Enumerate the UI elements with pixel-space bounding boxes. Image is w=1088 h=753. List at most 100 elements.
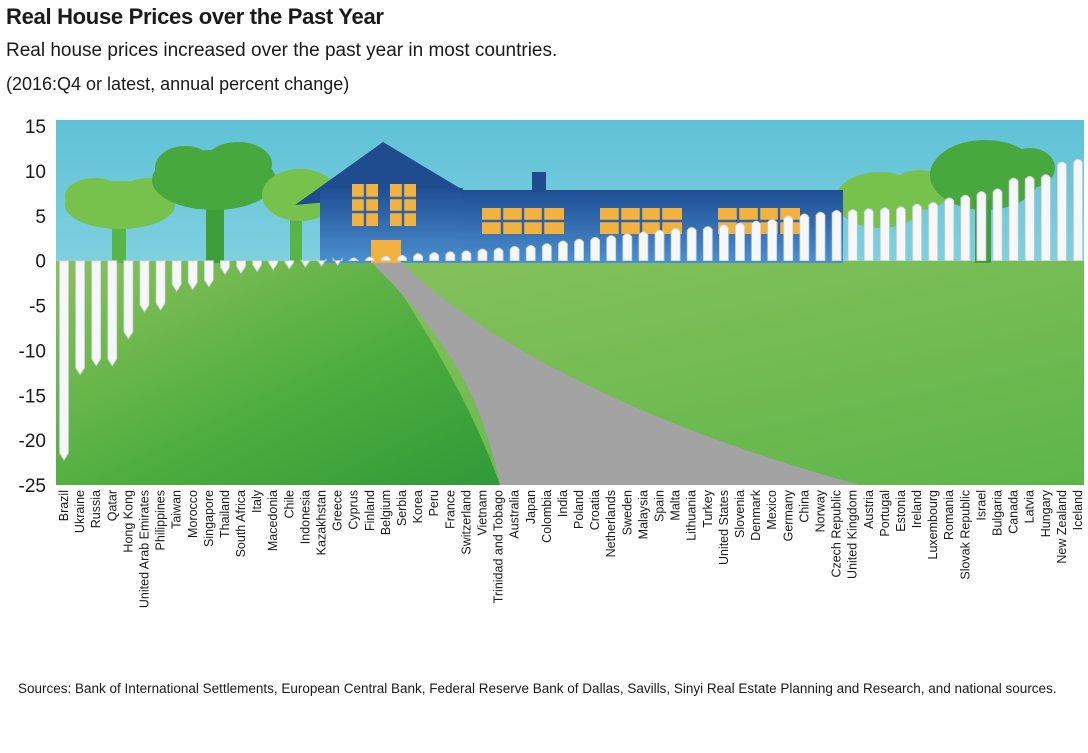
bar: [75, 260, 85, 376]
x-tick-label: South Africa: [234, 490, 248, 557]
x-tick-label: Hungary: [1039, 489, 1053, 537]
x-tick-label: Iceland: [1071, 490, 1085, 530]
x-tick-label: Malaysia: [636, 490, 650, 539]
bar: [1024, 175, 1035, 262]
bar: [912, 203, 922, 262]
bar: [847, 209, 858, 262]
x-axis: Brazil Ukraine Russia Qatar Hong Kong United …: [57, 489, 1085, 608]
bar: [831, 209, 842, 262]
bar: [59, 260, 69, 461]
x-tick-label: Norway: [813, 489, 827, 532]
x-tick-label: Cyprus: [347, 490, 361, 530]
x-tick-label: United Kingdom: [846, 490, 860, 579]
bar: [638, 231, 649, 262]
bar: [928, 201, 939, 262]
x-tick-label: Japan: [524, 490, 538, 524]
x-tick-label: Bulgaria: [991, 490, 1005, 536]
x-tick-label: Greece: [331, 490, 345, 531]
x-tick-label: Korea: [411, 490, 425, 523]
bar: [541, 243, 552, 262]
bar: [1057, 161, 1067, 262]
bar: [1008, 177, 1019, 262]
bar: [767, 218, 778, 262]
bar: [91, 260, 102, 367]
x-tick-label: Turkey: [701, 489, 715, 527]
chart-subtitle: Real house prices increased over the pas…: [6, 40, 558, 61]
bar: [284, 260, 295, 270]
bar: [413, 253, 423, 262]
x-tick-label: Ireland: [910, 490, 924, 528]
x-tick-label: Spain: [653, 490, 667, 522]
x-tick-label: United States: [717, 490, 731, 565]
x-tick-label: Estonia: [894, 490, 908, 532]
y-tick-label: 15: [25, 117, 46, 138]
x-tick-label: Belgium: [379, 490, 393, 535]
bar: [364, 256, 375, 262]
bar: [477, 248, 488, 262]
x-tick-label: Philippines: [154, 490, 168, 550]
x-tick-label: Slovak Republic: [958, 490, 972, 580]
y-tick-label: -10: [19, 341, 46, 362]
bar: [558, 240, 568, 262]
chart-title: Real House Prices over the Past Year: [6, 4, 384, 29]
grass-dark-hill: [56, 261, 500, 485]
bar: [670, 227, 681, 262]
x-tick-label: Qatar: [105, 490, 119, 521]
x-tick-label: Canada: [1007, 490, 1021, 534]
x-tick-label: India: [556, 490, 570, 517]
x-tick-label: New Zealand: [1055, 490, 1069, 564]
bar: [107, 260, 118, 367]
x-tick-label: Chile: [282, 490, 296, 519]
sources-note: Sources: Bank of International Settlemen…: [18, 681, 1057, 696]
x-tick-label: Australia: [508, 490, 522, 539]
bar: [348, 257, 359, 263]
x-tick-label: Singapore: [202, 490, 216, 547]
bar: [960, 194, 971, 262]
bar: [574, 238, 584, 262]
x-tick-label: Mexico: [765, 490, 779, 530]
bar: [654, 229, 665, 262]
y-tick-label: 0: [35, 252, 46, 273]
x-tick-label: Croatia: [588, 490, 602, 530]
x-tick-label: Netherlands: [604, 490, 618, 557]
x-tick-label: Taiwan: [170, 490, 184, 529]
bar: [187, 260, 198, 291]
bar: [702, 226, 713, 262]
x-tick-label: Trinidad and Tobago: [492, 490, 506, 603]
bar: [268, 260, 279, 271]
x-tick-label: France: [443, 490, 457, 529]
bar: [203, 260, 214, 288]
house: [295, 142, 843, 263]
x-tick-label: Morocco: [186, 490, 200, 538]
bar: [944, 197, 955, 262]
bar: [783, 215, 794, 262]
x-tick-label: Austria: [862, 490, 876, 529]
bar: [896, 206, 906, 262]
bar: [220, 260, 230, 276]
x-tick-label: Vietnam: [475, 490, 489, 536]
bar: [590, 236, 601, 262]
bar: [316, 257, 327, 267]
bar: [735, 222, 745, 262]
bar: [139, 260, 150, 313]
x-tick-label: Indonesia: [298, 490, 312, 544]
x-tick-label: Malta: [669, 490, 683, 521]
x-tick-label: Germany: [781, 489, 795, 541]
bar: [686, 227, 697, 262]
bar: [300, 258, 311, 268]
bar: [171, 260, 182, 293]
bar: [155, 260, 166, 311]
x-tick-label: Poland: [572, 490, 586, 529]
x-tick-label: Sweden: [620, 490, 634, 535]
bar: [1073, 158, 1083, 262]
bar: [606, 235, 617, 262]
x-tick-label: Czech Republic: [830, 490, 844, 578]
x-tick-label: Hong Kong: [121, 490, 135, 553]
bar: [879, 207, 890, 262]
x-tick-label: Italy: [250, 489, 264, 513]
bar: [719, 224, 729, 262]
garden-path: [372, 263, 860, 485]
units-note: (2016:Q4 or latest, annual percent chang…: [6, 74, 350, 94]
y-tick-label: -5: [29, 297, 46, 318]
